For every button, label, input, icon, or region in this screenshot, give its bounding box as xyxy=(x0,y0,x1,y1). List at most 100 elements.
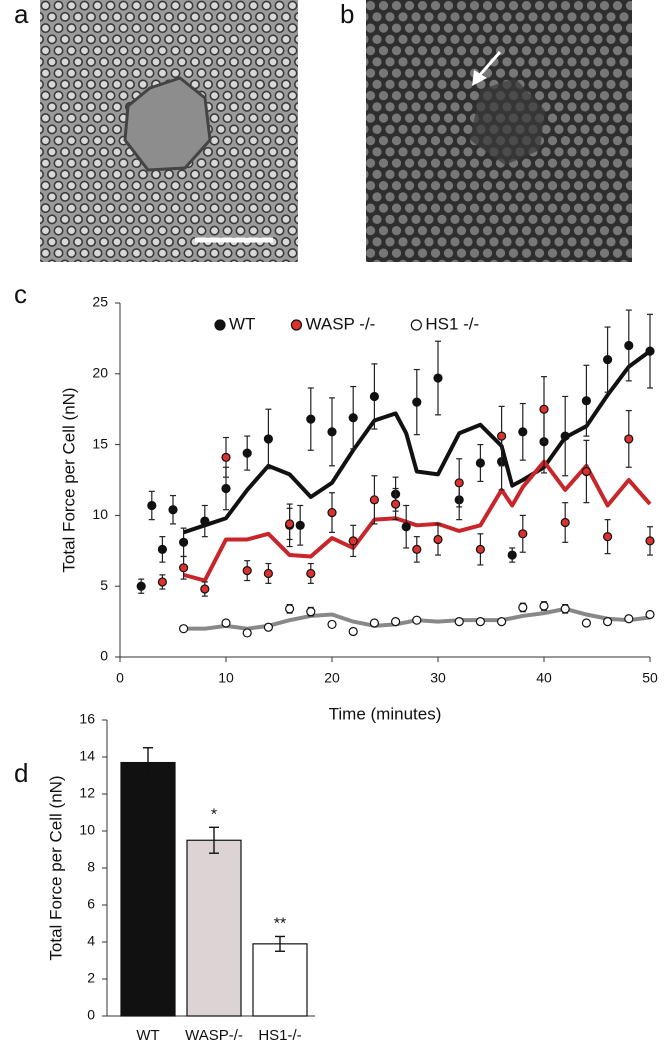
panel-label: d xyxy=(14,758,28,788)
y-tick-label: 25 xyxy=(92,294,108,310)
point xyxy=(518,529,528,539)
point xyxy=(348,626,358,637)
point xyxy=(285,604,295,614)
bar xyxy=(120,761,176,1017)
y-tick-label: 5 xyxy=(100,577,108,593)
point xyxy=(306,607,316,617)
point xyxy=(475,458,485,468)
x-tick-label: 20 xyxy=(324,670,340,686)
x-tick-label: 40 xyxy=(536,670,552,686)
point xyxy=(645,346,655,356)
y-tick-label: 12 xyxy=(79,785,95,801)
y-axis-title: Total Force per Cell (nN) xyxy=(59,387,78,572)
y-tick-label: 10 xyxy=(92,506,108,522)
point xyxy=(497,616,507,627)
point xyxy=(433,373,443,383)
bar xyxy=(186,839,242,1017)
point xyxy=(348,413,358,423)
error-bar xyxy=(275,935,285,952)
point xyxy=(369,495,379,505)
point xyxy=(581,466,592,477)
y-tick-label: 8 xyxy=(87,859,95,875)
point xyxy=(157,544,167,554)
point xyxy=(560,431,570,441)
point xyxy=(602,616,613,627)
point xyxy=(539,601,549,611)
point xyxy=(327,427,337,437)
point xyxy=(157,577,167,587)
point xyxy=(221,483,231,494)
legend-label: WT xyxy=(229,314,255,333)
point xyxy=(624,434,634,444)
y-tick-label: 16 xyxy=(79,711,95,727)
significance-label: ** xyxy=(274,916,286,933)
point xyxy=(602,532,613,542)
x-tick-label: 0 xyxy=(116,670,124,686)
point xyxy=(624,614,634,624)
micrograph-b xyxy=(366,0,632,262)
point xyxy=(624,340,634,351)
point xyxy=(645,536,655,546)
point xyxy=(369,618,379,628)
point xyxy=(179,537,189,547)
point xyxy=(454,478,464,488)
point xyxy=(295,520,305,530)
point xyxy=(518,602,528,613)
point xyxy=(433,534,443,545)
y-tick-label: 6 xyxy=(87,896,95,912)
point xyxy=(412,544,422,554)
point xyxy=(539,404,549,414)
point xyxy=(602,355,613,365)
x-axis-title: Time (minutes) xyxy=(329,704,442,723)
point xyxy=(412,397,422,407)
y-tick-label: 2 xyxy=(87,970,95,986)
x-tick-label: HS1-/- xyxy=(258,1027,301,1044)
point xyxy=(221,452,231,462)
point xyxy=(136,581,146,591)
point xyxy=(475,544,485,554)
point xyxy=(581,618,592,628)
panel-label: b xyxy=(340,0,354,29)
point xyxy=(263,568,273,579)
point xyxy=(454,616,464,627)
point xyxy=(263,434,273,444)
legend-marker xyxy=(290,319,303,331)
point xyxy=(242,566,252,576)
trend-line xyxy=(183,459,652,583)
y-tick-label: 14 xyxy=(79,748,95,764)
bar xyxy=(252,943,308,1017)
significance-label: * xyxy=(211,807,217,824)
error-bar xyxy=(143,747,153,779)
point xyxy=(560,517,570,528)
point xyxy=(242,448,252,458)
y-tick-label: 0 xyxy=(87,1007,95,1023)
point xyxy=(581,396,592,406)
point xyxy=(263,622,273,632)
y-tick-label: 10 xyxy=(79,822,95,838)
point xyxy=(168,505,178,515)
micrograph-a xyxy=(40,0,298,262)
point xyxy=(560,604,570,614)
point xyxy=(369,391,379,402)
point xyxy=(518,427,528,437)
y-tick-label: 15 xyxy=(92,435,108,451)
point xyxy=(412,615,422,625)
point xyxy=(327,507,337,518)
y-tick-label: 0 xyxy=(100,648,108,664)
point xyxy=(200,584,210,594)
point xyxy=(645,609,655,620)
point xyxy=(200,516,210,526)
legend-marker xyxy=(410,319,422,331)
legend-label: WASP -/- xyxy=(305,314,375,333)
point xyxy=(147,500,157,511)
error-bar xyxy=(209,826,219,854)
point xyxy=(242,628,252,638)
y-tick-label: 4 xyxy=(87,933,95,949)
x-tick-label: 30 xyxy=(430,670,446,686)
point xyxy=(475,616,485,627)
point xyxy=(401,522,411,532)
x-tick-label: WT xyxy=(136,1027,159,1044)
panel-label: a xyxy=(14,0,29,29)
point xyxy=(497,431,507,441)
